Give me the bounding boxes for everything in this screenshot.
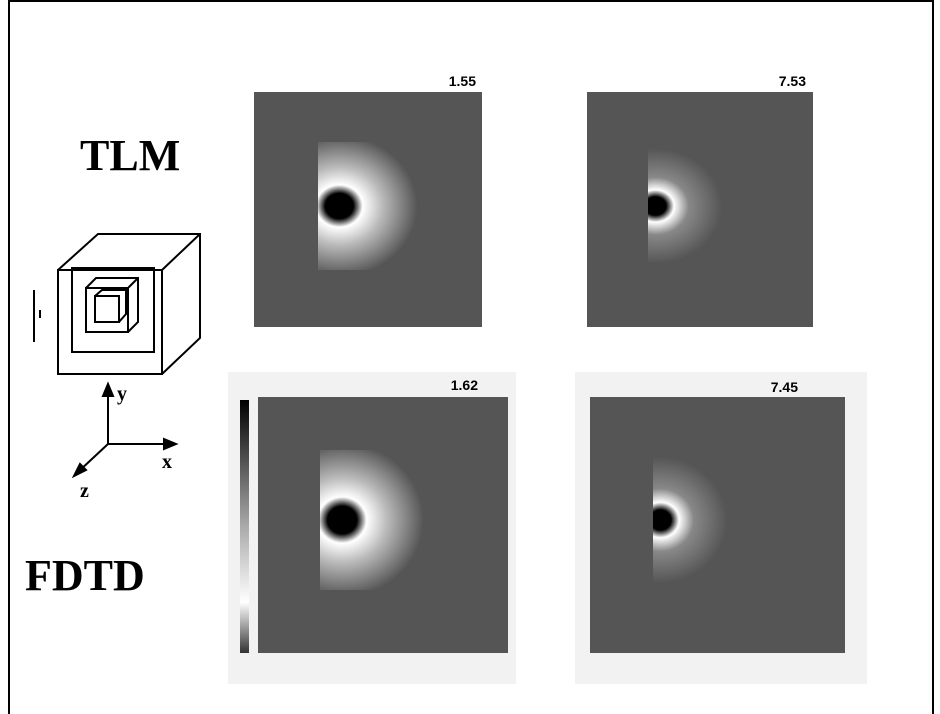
field-pattern xyxy=(648,142,796,270)
field-pattern xyxy=(318,142,460,270)
figure: TLM FDTD 1.55 7.53 1.62 7.45 y x z xyxy=(0,0,940,714)
row-label: FDTD xyxy=(25,551,145,600)
axis-label: z xyxy=(80,480,89,502)
color-bar xyxy=(240,400,249,653)
field-pattern xyxy=(653,450,801,590)
panel-label: 7.53 xyxy=(779,73,806,89)
page: TLM FDTD 1.55 7.53 1.62 7.45 y x z xyxy=(0,0,940,714)
field-pattern xyxy=(320,450,468,590)
row-label: TLM xyxy=(80,131,180,180)
axis-label: y xyxy=(117,383,127,405)
panel-label: 7.45 xyxy=(771,379,798,395)
panel-label: 1.55 xyxy=(449,73,476,89)
cube-diagram xyxy=(34,234,200,374)
panel-label: 1.62 xyxy=(451,377,478,393)
axis-label: x xyxy=(162,451,172,473)
